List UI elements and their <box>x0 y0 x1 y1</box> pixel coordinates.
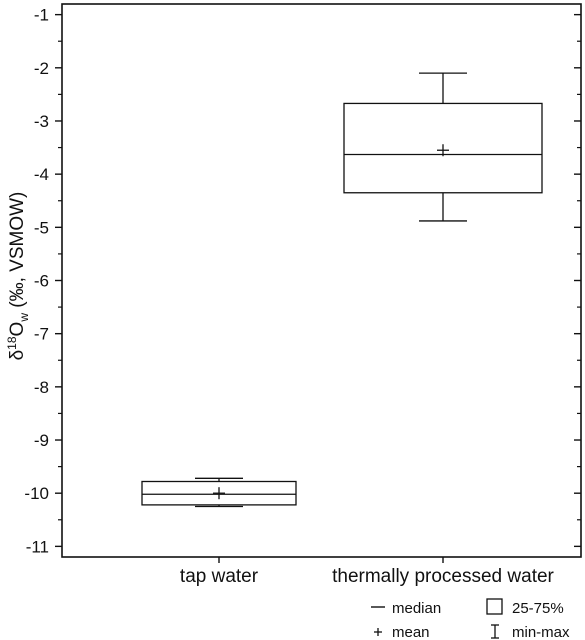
legend-mean-label: mean <box>392 624 430 640</box>
legend-iqr-label: 25-75% <box>512 600 564 617</box>
y-tick-label: -10 <box>24 484 49 503</box>
y-tick-label: -4 <box>34 165 49 184</box>
y-tick-label: -6 <box>34 272 49 291</box>
y-axis: -1 -2 -3 -4 -5 -6 -7 -8 -9 -10 -11 <box>24 6 581 556</box>
legend-median-label: median <box>392 600 441 617</box>
legend-minmax-label: min-max <box>512 624 570 640</box>
y-tick-label: -5 <box>34 218 49 237</box>
x-category-label: tap water <box>180 566 259 587</box>
y-tick-label: -3 <box>34 112 49 131</box>
y-tick-label: -1 <box>34 6 49 25</box>
y-tick-label: -7 <box>34 325 49 344</box>
plot-frame <box>61 3 582 558</box>
y-tick-label: -11 <box>26 537 49 556</box>
y-tick-label: -2 <box>34 59 49 78</box>
legend: median 25-75% mean min-max <box>371 598 570 640</box>
y-tick-label: -8 <box>34 378 49 397</box>
y-tick-label: -9 <box>34 431 49 450</box>
x-category-label: thermally processed water <box>332 566 554 587</box>
boxes <box>141 72 543 508</box>
box-1 <box>141 477 297 508</box>
x-axis: tap water thermally processed water <box>180 557 555 587</box>
y-axis-label: δ18Ow (‰, VSMOW) <box>5 192 31 361</box>
legend-iqr-symbol <box>486 598 503 615</box>
box-2 <box>343 72 543 222</box>
